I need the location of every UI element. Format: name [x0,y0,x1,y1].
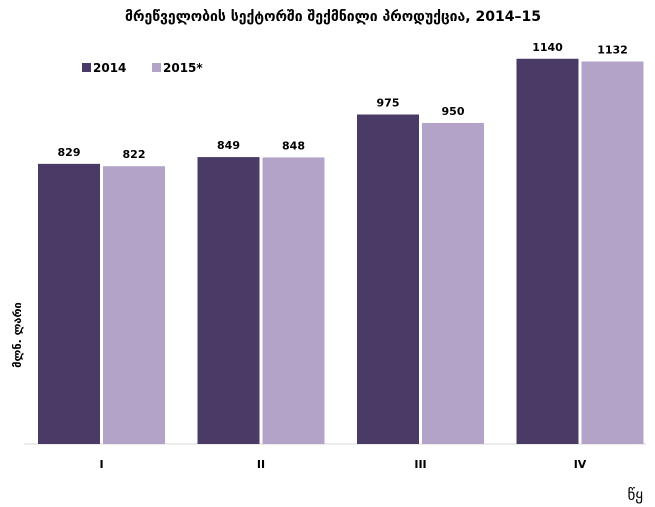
bar-2015-III [422,122,484,444]
bar-2014-IV [516,58,579,445]
y-axis-label: მლნ. ლარი [11,302,24,368]
data-labels-group: 829 822 849 848 975 950 1140 1132 [58,41,628,161]
data-label: 975 [377,97,400,110]
legend-label: 2015* [163,61,203,75]
legend-swatch [152,63,161,72]
bar-2014-I [38,163,100,445]
x-tick-labels-group: I II III IV [99,458,586,471]
data-label: 950 [442,105,465,118]
x-tick-label: III [414,458,426,471]
bar-2015-IV [581,61,644,445]
bar-2015-I [103,166,165,444]
bar-2014-II [197,157,260,444]
bar-2014-III [357,114,419,444]
x-tick-label: I [99,458,103,471]
data-label: 1140 [532,41,563,54]
legend: 2014 2015* [82,61,203,75]
data-label: 849 [217,139,240,152]
legend-swatch [82,63,91,72]
legend-label: 2014 [93,61,126,75]
data-label: 848 [282,139,305,152]
bars-group [38,58,644,445]
data-label: 822 [123,148,146,161]
bar-2015-II [262,157,325,444]
x-tick-label: IV [574,458,587,471]
corner-mark: წყ [627,486,643,504]
data-label: 1132 [597,43,628,56]
x-tick-label: II [257,458,265,471]
chart-title: მრეწველობის სექტორში შექმნილი პროდუქცია,… [125,9,541,25]
data-label: 829 [58,146,81,159]
